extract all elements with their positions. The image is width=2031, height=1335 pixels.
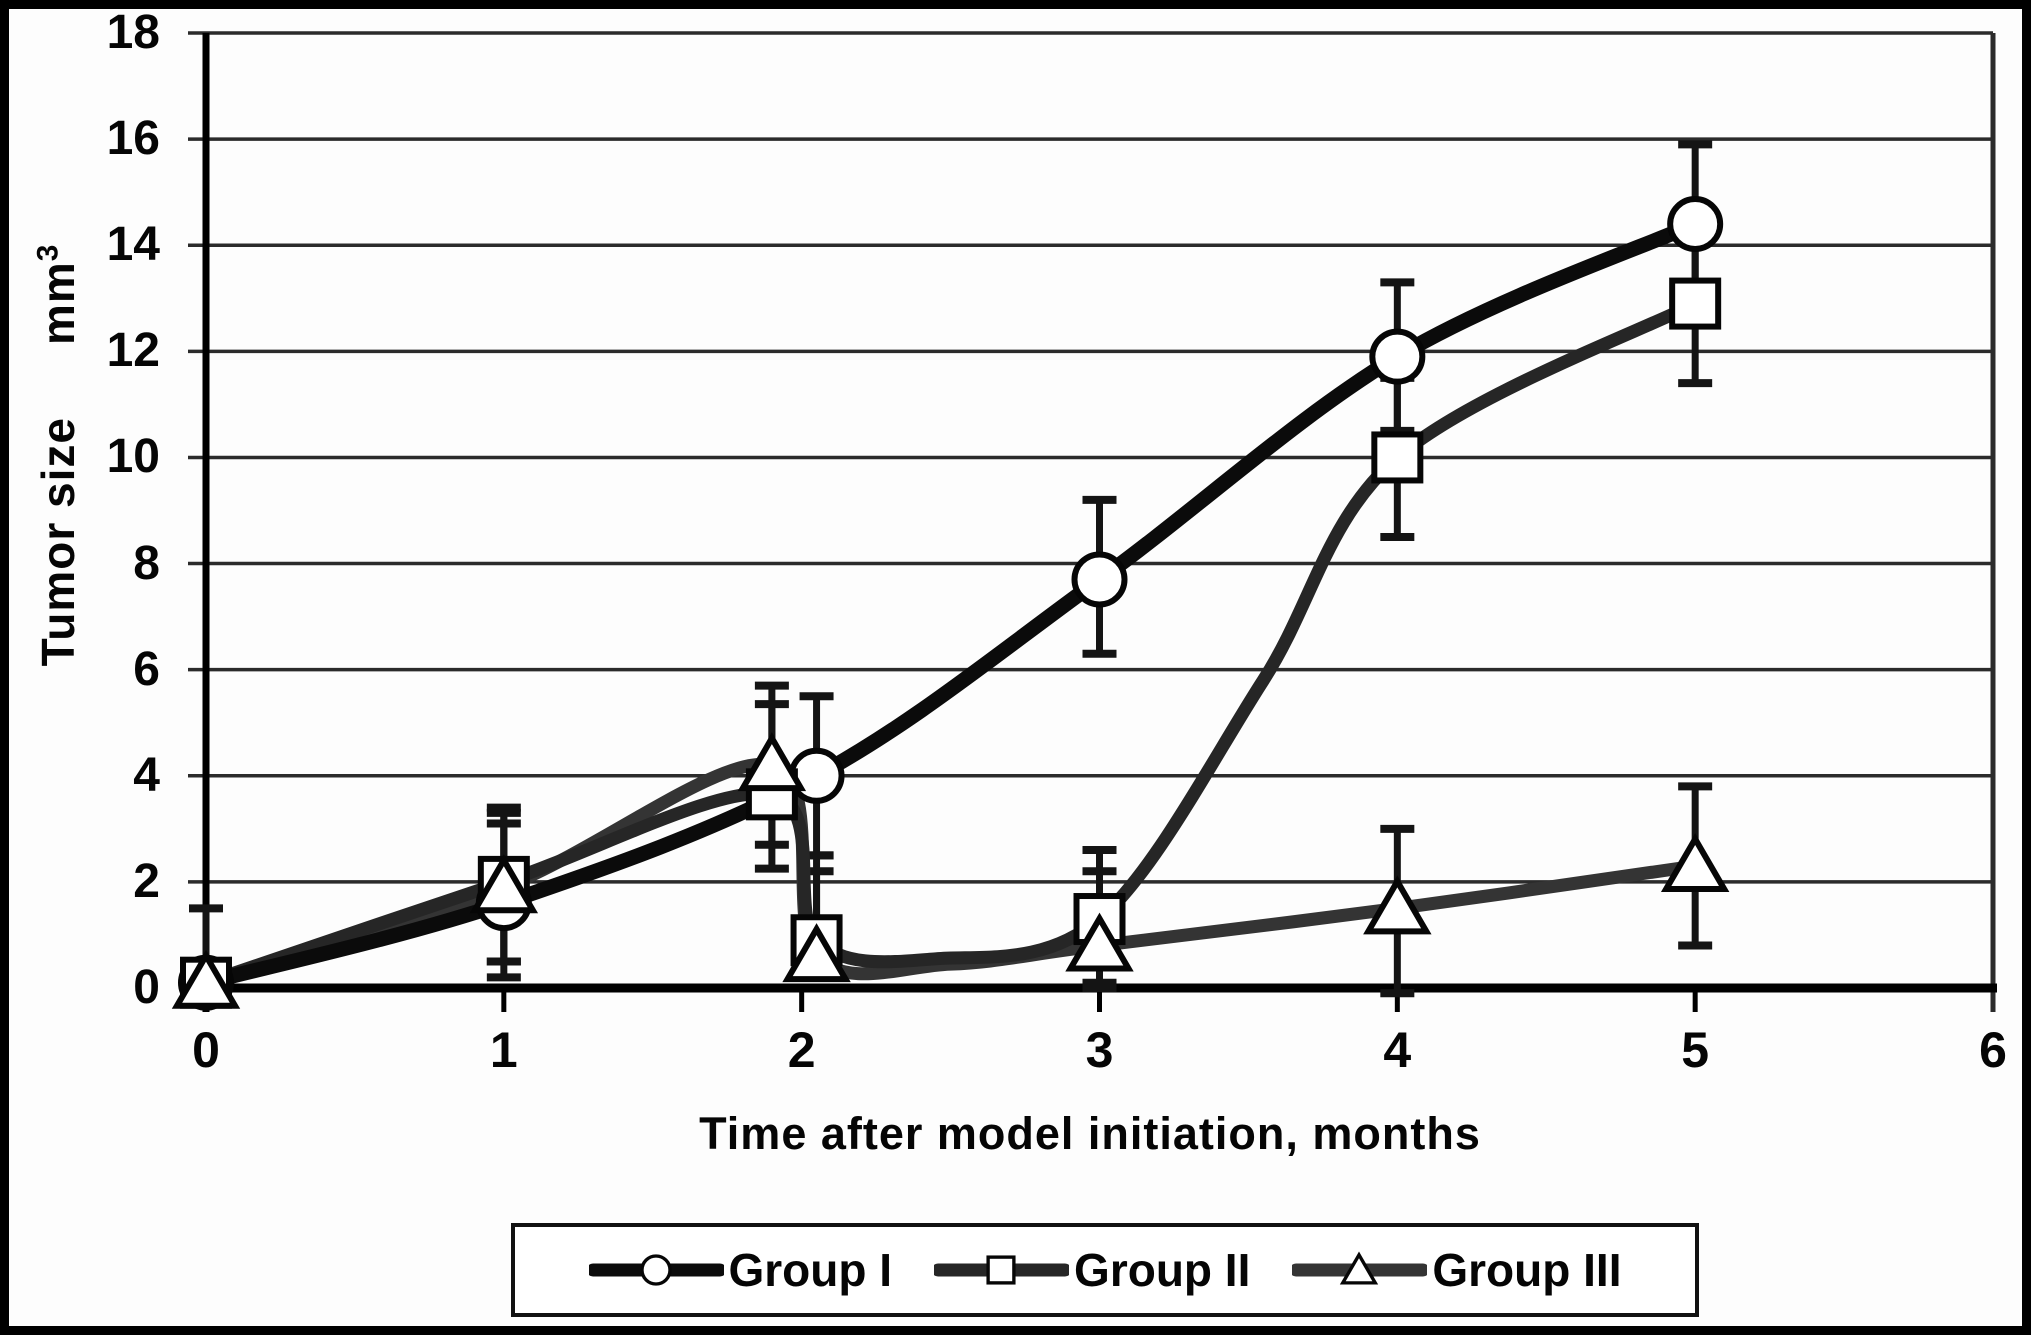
y-tick-label-6: 6 <box>133 642 160 696</box>
y-tick-label-12: 12 <box>106 324 160 378</box>
y-tick-label-16: 16 <box>106 112 160 166</box>
x-tick-label-1: 1 <box>489 1022 518 1078</box>
x-tick-label-0: 0 <box>192 1022 220 1078</box>
x-tick-label-5: 5 <box>1681 1022 1710 1078</box>
marker-circle <box>639 1254 672 1286</box>
series-line-group-iii <box>199 757 1702 990</box>
marker-triangle <box>1065 912 1134 972</box>
marker-triangle <box>1660 832 1730 892</box>
x-axis-title: Time after model initiation, months <box>699 1108 1481 1159</box>
legend-triangle-marker-icon <box>1292 1251 1428 1285</box>
x-tick-label-2: 2 <box>787 1022 816 1078</box>
legend-label-group-ii: Group II <box>1074 1244 1251 1296</box>
marker-circle <box>1369 328 1426 385</box>
markers-group-iii <box>171 732 1730 1009</box>
marker-triangle <box>782 923 851 983</box>
legend-label-group-iii: Group III <box>1432 1244 1622 1296</box>
marker-circle <box>1667 196 1724 252</box>
y-tick-label-2: 2 <box>133 854 160 908</box>
marker-triangle <box>737 732 807 792</box>
legend-item-group-i: Group I <box>588 1243 893 1297</box>
y-tick-label-14: 14 <box>106 218 160 272</box>
x-tick-label-4: 4 <box>1383 1022 1412 1078</box>
y-tick-label-4: 4 <box>133 748 160 802</box>
series-line-group-i <box>198 216 1703 991</box>
legend-item-group-iii: Group III <box>1292 1243 1621 1297</box>
legend-circle-marker-icon <box>588 1254 724 1286</box>
legend-square-marker-icon <box>934 1255 1070 1285</box>
legend-item-group-ii: Group II <box>934 1243 1250 1297</box>
legend-label-group-i: Group I <box>728 1244 893 1296</box>
y-tick-label-18: 18 <box>106 6 160 59</box>
x-tick-label-3: 3 <box>1085 1022 1114 1078</box>
y-tick-label-8: 8 <box>133 536 160 590</box>
marker-triangle <box>1340 1251 1379 1285</box>
marker-square <box>1371 431 1424 484</box>
marker-circle <box>788 747 845 804</box>
marker-square <box>1669 277 1722 330</box>
marker-triangle <box>1363 875 1432 935</box>
marker-triangle <box>171 949 241 1009</box>
y-tick-label-10: 10 <box>106 430 160 484</box>
marker-triangle <box>469 854 539 914</box>
legend: Group I Group II Group III <box>511 1223 1699 1317</box>
y-tick-label-0: 0 <box>133 961 160 1014</box>
markers-group-i <box>178 196 1724 1011</box>
marker-circle <box>1071 551 1128 608</box>
series-line-group-ii <box>199 297 1702 990</box>
x-tick-label-6: 6 <box>1979 1022 2007 1078</box>
marker-square <box>986 1255 1016 1285</box>
